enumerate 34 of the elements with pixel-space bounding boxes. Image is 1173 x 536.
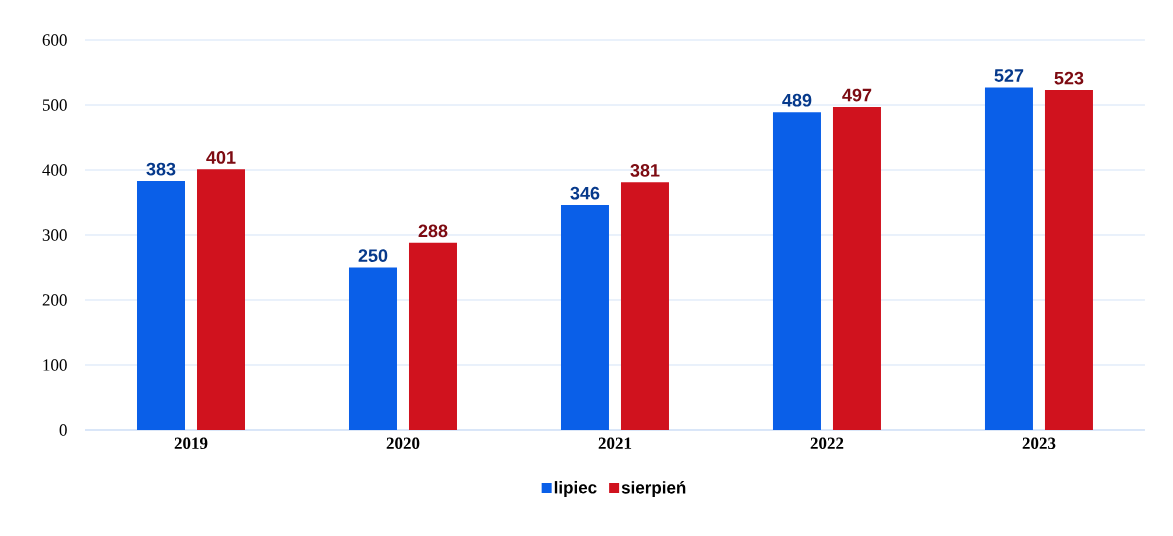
data-label: 489 bbox=[782, 93, 812, 107]
bar bbox=[832, 106, 881, 430]
x-tick-label: 2023 bbox=[1022, 437, 1056, 450]
bar bbox=[560, 205, 609, 430]
data-label: 346 bbox=[570, 186, 600, 200]
data-label: 497 bbox=[842, 88, 872, 102]
bar bbox=[408, 242, 457, 430]
data-label: 401 bbox=[206, 151, 236, 164]
x-tick-label: 2020 bbox=[386, 437, 420, 450]
y-tick-label: 500 bbox=[42, 99, 67, 111]
data-label: 383 bbox=[146, 162, 176, 176]
bar bbox=[772, 112, 821, 430]
bar bbox=[137, 181, 185, 430]
legend-label: lipiec bbox=[554, 481, 597, 497]
x-tick-label: 2021 bbox=[598, 437, 632, 450]
data-label: 381 bbox=[630, 164, 660, 177]
bar bbox=[1044, 90, 1093, 430]
y-tick-label: 200 bbox=[42, 294, 67, 306]
bar bbox=[197, 169, 245, 430]
bar bbox=[348, 267, 397, 430]
x-tick-label: 2022 bbox=[810, 437, 844, 450]
y-tick-label: 100 bbox=[43, 359, 67, 371]
data-label: 527 bbox=[994, 69, 1024, 82]
legend-label: sierpień bbox=[621, 481, 686, 497]
y-tick-label: 300 bbox=[42, 229, 67, 241]
y-tick-label: 600 bbox=[42, 34, 67, 46]
bar bbox=[984, 87, 1033, 430]
y-tick-label: 0 bbox=[59, 424, 67, 436]
x-tick-label: 2019 bbox=[174, 437, 208, 450]
data-label: 288 bbox=[418, 224, 448, 238]
bar bbox=[620, 182, 669, 430]
y-tick-label: 400 bbox=[42, 164, 67, 176]
data-label: 250 bbox=[358, 249, 388, 262]
data-label: 523 bbox=[1054, 71, 1084, 85]
